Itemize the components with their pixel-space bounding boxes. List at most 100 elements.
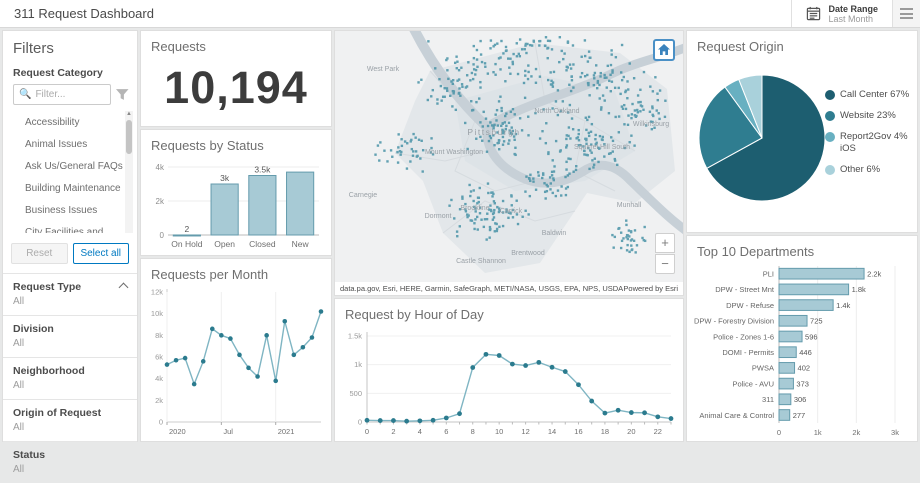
svg-text:22: 22 xyxy=(654,427,662,436)
svg-text:16: 16 xyxy=(574,427,582,436)
map-zoom-in-button[interactable]: + xyxy=(655,233,675,253)
origin-chart-title: Request Origin xyxy=(697,39,784,54)
filter-section-origin-of-request[interactable]: Origin of Request All xyxy=(3,399,137,441)
svg-text:PWSA: PWSA xyxy=(752,364,774,373)
filter-section-request-type[interactable]: Request Type All xyxy=(3,273,137,315)
filter-section-value: All xyxy=(13,422,25,433)
filter-section-status[interactable]: Status All xyxy=(3,441,137,483)
svg-text:Animal Care & Control: Animal Care & Control xyxy=(699,411,774,420)
svg-text:Police - Zones 1-6: Police - Zones 1-6 xyxy=(713,332,774,341)
category-list: Accessibility Animal Issues Ask Us/General… xyxy=(21,111,137,234)
svg-text:Mount Washington: Mount Washington xyxy=(425,149,483,156)
category-list-scrollbar[interactable]: ▲ xyxy=(125,111,133,233)
svg-text:2k: 2k xyxy=(155,396,163,405)
svg-text:Squirrel Hill South: Squirrel Hill South xyxy=(574,144,630,151)
legend-label: Other 6% xyxy=(840,163,881,175)
map-zoom-out-button[interactable]: − xyxy=(655,254,675,274)
filter-section-value: All xyxy=(13,380,25,391)
map-attribution: data.pa.gov, Esri, HERE, Garmin, SafeGra… xyxy=(340,284,624,293)
svg-text:Carnegie: Carnegie xyxy=(349,192,378,199)
departments-chart-title: Top 10 Departments xyxy=(697,244,815,259)
svg-text:1.4k: 1.4k xyxy=(836,301,850,310)
filter-section-value: All xyxy=(13,296,25,307)
month-line-chart: 0 2k 4k 6k 8k 10k 12k 2020 Jul 2021 xyxy=(141,284,331,449)
svg-text:Brookline: Brookline xyxy=(460,205,489,212)
svg-text:Police - AVU: Police - AVU xyxy=(732,379,774,388)
svg-text:2.2k: 2.2k xyxy=(867,270,881,279)
svg-text:8: 8 xyxy=(471,427,475,436)
svg-text:DOMI - Permits: DOMI - Permits xyxy=(722,348,774,357)
filters-panel: Filters Request Category 🔍 Accessibility… xyxy=(2,30,138,475)
scrollbar-thumb[interactable] xyxy=(126,120,132,154)
map-panel[interactable]: West Park Pittsburgh Mount Washington North… xyxy=(334,30,684,296)
svg-text:2: 2 xyxy=(185,224,190,234)
request-by-hour-panel: Request by Hour of Day 0 500 1k 1.5k 0 2 4 6 8 10… xyxy=(334,298,684,442)
legend-color-dot xyxy=(825,110,835,121)
category-item[interactable]: Animal Issues xyxy=(25,138,88,150)
svg-text:2: 2 xyxy=(391,427,395,436)
svg-text:277: 277 xyxy=(793,411,806,420)
legend-item[interactable]: Call Center 67% xyxy=(825,89,913,101)
svg-text:8k: 8k xyxy=(155,331,163,340)
svg-text:14: 14 xyxy=(548,427,556,436)
svg-text:0: 0 xyxy=(160,231,165,240)
category-item[interactable]: Business Issues xyxy=(25,204,98,216)
category-item[interactable]: City Facilities and Infrastructure xyxy=(25,226,104,234)
svg-text:10k: 10k xyxy=(151,309,163,318)
select-all-button[interactable]: Select all xyxy=(72,243,129,264)
filter-section-label: Division xyxy=(13,323,54,335)
svg-text:596: 596 xyxy=(805,332,818,341)
svg-text:725: 725 xyxy=(810,317,823,326)
svg-text:1k: 1k xyxy=(814,428,822,437)
filter-sections: Request Type All Division All Neighborhood Al… xyxy=(3,273,137,483)
legend-item[interactable]: Website 23% xyxy=(825,110,913,122)
svg-text:1k: 1k xyxy=(354,360,362,369)
svg-text:Munhall: Munhall xyxy=(617,202,642,209)
category-item[interactable]: Building Maintenance xyxy=(25,182,121,194)
svg-text:306: 306 xyxy=(794,395,807,404)
category-item[interactable]: Accessibility xyxy=(25,116,80,128)
svg-text:Closed: Closed xyxy=(249,239,276,249)
svg-text:0: 0 xyxy=(358,418,362,427)
svg-text:446: 446 xyxy=(799,348,812,357)
svg-text:0: 0 xyxy=(159,418,163,427)
svg-text:402: 402 xyxy=(798,364,811,373)
legend-item[interactable]: Report2Gov 4% iOS xyxy=(825,131,913,155)
filter-section-label: Request Type xyxy=(13,281,82,293)
reset-button[interactable]: Reset xyxy=(11,243,68,264)
category-search-input[interactable] xyxy=(35,89,106,100)
date-range-button[interactable]: Date Range Last Month xyxy=(791,0,892,27)
svg-text:3k: 3k xyxy=(891,428,899,437)
svg-text:3.5k: 3.5k xyxy=(254,165,271,175)
svg-text:DPW - Forestry Division: DPW - Forestry Division xyxy=(694,317,774,326)
svg-text:Baldwin: Baldwin xyxy=(542,230,567,237)
filter-section-division[interactable]: Division All xyxy=(3,315,137,357)
svg-text:DPW - Street Mnt: DPW - Street Mnt xyxy=(715,285,775,294)
departments-bar-chart: 0 1k 2k 3k PLI 2.2k DPW - Street Mnt 1.8k DPW - … xyxy=(687,261,917,446)
status-bar-chart: 0 2k 4k 2 On Hold 3k Open 3.5k Closed New xyxy=(141,155,331,260)
date-range-value: Last Month xyxy=(828,13,874,24)
hour-line-chart: 0 500 1k 1.5k 0 2 4 6 8 10 12 14 16 18 20 22 xyxy=(335,324,683,447)
svg-text:PLI: PLI xyxy=(763,270,774,279)
filter-funnel-icon[interactable] xyxy=(116,89,129,100)
hamburger-menu-icon[interactable] xyxy=(892,0,920,27)
basemap[interactable]: West Park Pittsburgh Mount Washington North… xyxy=(335,31,683,282)
request-origin-panel: Request Origin Call Center 67% Website 23… xyxy=(686,30,918,233)
legend-item[interactable]: Other 6% xyxy=(825,164,913,176)
filter-section-neighborhood[interactable]: Neighborhood All xyxy=(3,357,137,399)
category-search-box[interactable]: 🔍 xyxy=(13,84,112,105)
svg-text:Pittsburgh: Pittsburgh xyxy=(467,127,520,137)
svg-text:On Hold: On Hold xyxy=(171,239,202,249)
svg-text:373: 373 xyxy=(796,379,809,388)
origin-legend: Call Center 67% Website 23% Report2Gov 4% … xyxy=(825,89,913,184)
page-title: 311 Request Dashboard xyxy=(14,6,154,21)
home-icon xyxy=(658,44,670,55)
svg-text:DPW - Refuse: DPW - Refuse xyxy=(726,301,774,310)
requests-count-panel: Requests 10,194 xyxy=(140,30,332,127)
svg-text:311: 311 xyxy=(762,395,774,404)
svg-text:Brentwood: Brentwood xyxy=(511,250,545,257)
category-item[interactable]: Ask Us/General FAQs xyxy=(25,160,123,172)
requests-title: Requests xyxy=(151,39,206,54)
svg-text:10: 10 xyxy=(495,427,503,436)
map-home-button[interactable] xyxy=(653,39,675,61)
